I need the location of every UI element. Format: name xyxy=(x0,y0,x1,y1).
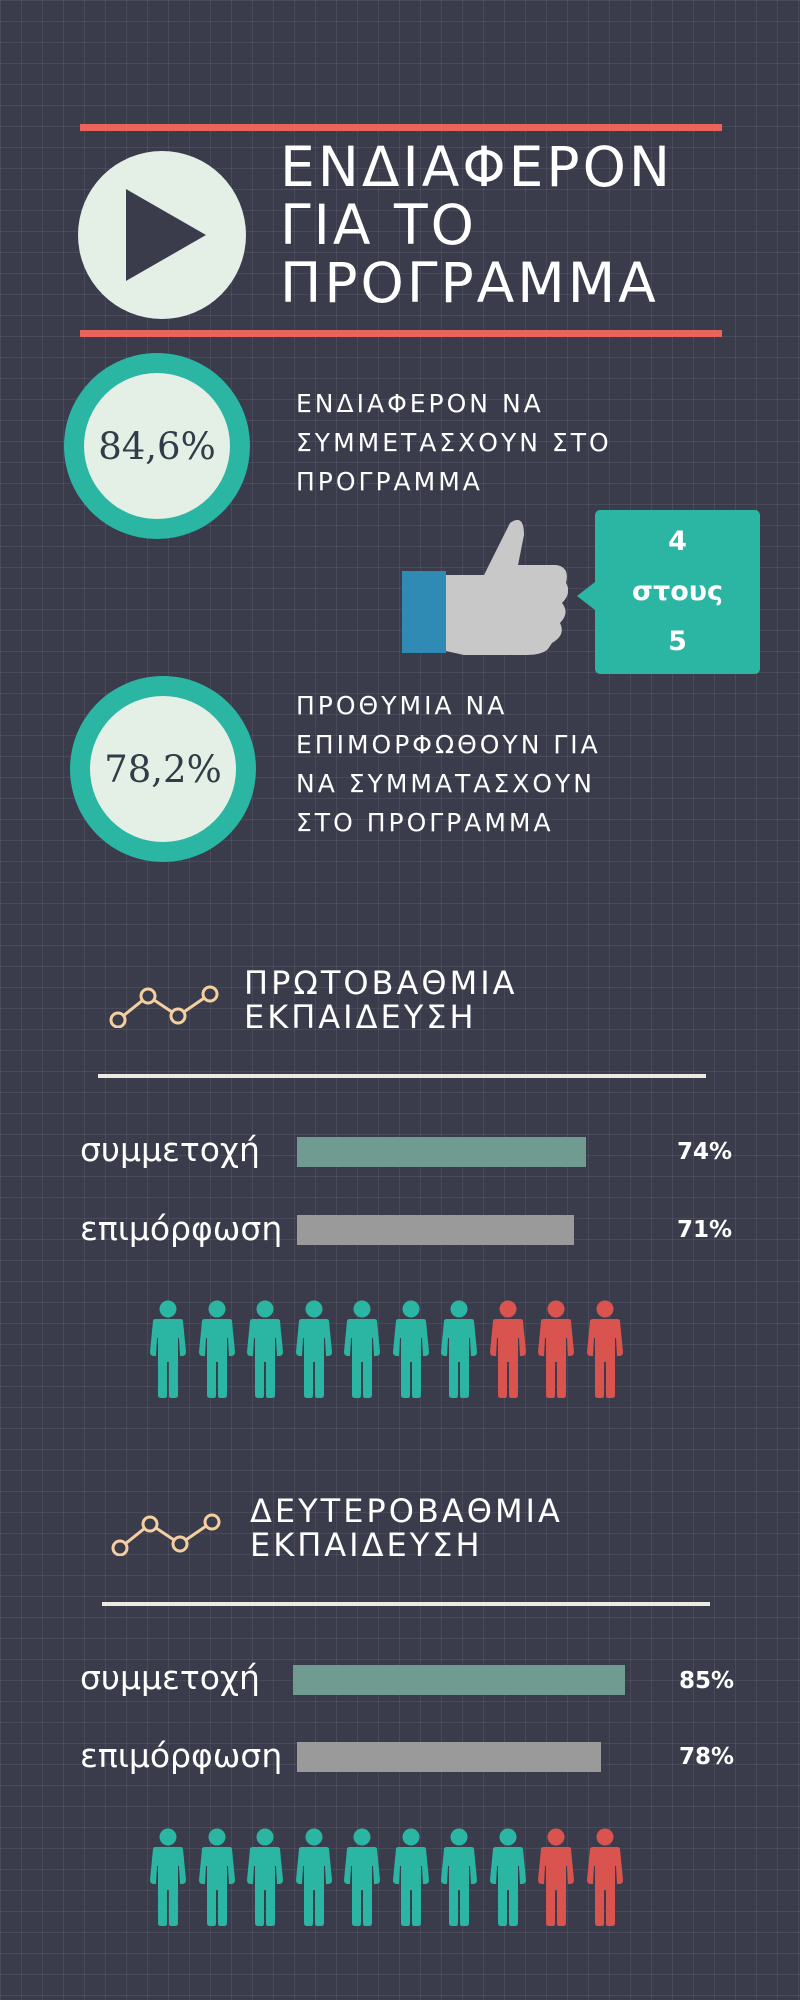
bar-value-training-primary: 71% xyxy=(676,1217,732,1243)
person-icon xyxy=(344,1300,380,1398)
person-icon xyxy=(295,1828,332,1926)
person-icon xyxy=(247,1828,283,1926)
person-icon xyxy=(441,1828,477,1926)
play-button[interactable] xyxy=(78,151,246,319)
bar-label-participation-secondary: συμμετοχή xyxy=(80,1658,260,1697)
header-bottom-divider xyxy=(80,330,722,337)
person-icon xyxy=(344,1828,380,1926)
person-icon xyxy=(441,1300,477,1398)
bar-participation-primary xyxy=(297,1137,586,1167)
section-title-secondary: ΔΕΥΤΕΡΟΒΑΘΜΙΑ ΕΚΠΑΙΔΕΥΣΗ xyxy=(250,1492,563,1564)
bar-label-training-secondary: επιμόρφωση xyxy=(80,1736,283,1775)
person-icon xyxy=(198,1828,235,1926)
person-icon xyxy=(198,1300,235,1398)
trend-line-icon xyxy=(109,985,219,1028)
person-icon xyxy=(392,1300,429,1398)
play-icon xyxy=(126,189,206,281)
stat-ring-willingness: 78,2% xyxy=(70,676,256,862)
stat-text-interest: ΕΝΔΙΑΦΕΡΟΝ ΝΑ ΣΥΜΜΕΤΑΣΧΟΥΝ ΣΤΟ ΠΡΟΓΡΑΜΜΑ xyxy=(296,389,612,496)
bar-label-participation-primary: συμμετοχή xyxy=(80,1130,260,1169)
person-icon xyxy=(538,1828,574,1926)
stat-value-interest: 84,6% xyxy=(84,373,230,519)
bar-value-participation-secondary: 85% xyxy=(678,1668,734,1694)
person-icon xyxy=(538,1300,574,1398)
bar-training-primary xyxy=(297,1215,574,1245)
person-icon xyxy=(295,1300,332,1398)
callout-tail xyxy=(577,582,595,610)
stat-text-willingness: ΠΡΟΘΥΜΙΑ ΝΑ ΕΠΙΜΟΡΦΩΘΟΥΝ ΓΙΑ ΝΑ ΣΥΜΜΑΤΑΣ… xyxy=(296,691,601,837)
callout-bubble: 4 στους 5 xyxy=(595,510,760,674)
person-icon xyxy=(586,1300,623,1398)
stat-ring-interest: 84,6% xyxy=(64,353,250,539)
person-icon xyxy=(489,1828,526,1926)
person-icon xyxy=(150,1828,186,1926)
page-title: ΕΝΔΙΑΦΕΡΟΝ ΓΙΑ ΤΟ ΠΡΟΓΡΑΜΜΑ xyxy=(280,135,674,315)
bar-training-secondary xyxy=(297,1742,602,1772)
person-icon xyxy=(586,1828,623,1926)
section-divider-primary xyxy=(98,1074,706,1078)
trend-line-icon xyxy=(111,1513,221,1556)
person-icon xyxy=(150,1300,186,1398)
bar-label-training-primary: επιμόρφωση xyxy=(80,1209,283,1248)
person-icon xyxy=(489,1300,526,1398)
person-icon xyxy=(247,1300,283,1398)
bar-value-training-secondary: 78% xyxy=(678,1744,734,1770)
section-divider-secondary xyxy=(102,1602,710,1606)
section-title-primary: ΠΡΩΤΟΒΑΘΜΙΑ ΕΚΠΑΙΔΕΥΣΗ xyxy=(244,964,518,1036)
thumbs-up-icon xyxy=(402,520,568,655)
person-icon xyxy=(392,1828,429,1926)
bar-participation-secondary xyxy=(293,1665,625,1695)
stat-value-willingness: 78,2% xyxy=(90,696,236,842)
top-divider xyxy=(80,124,722,131)
bar-value-participation-primary: 74% xyxy=(676,1139,732,1165)
